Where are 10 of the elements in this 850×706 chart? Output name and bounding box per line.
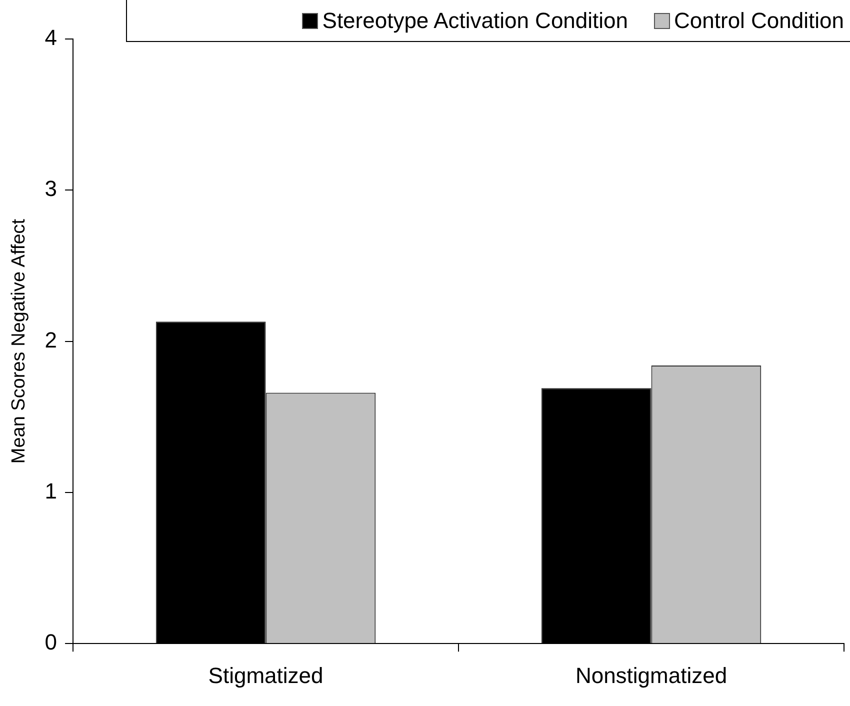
y-tick-label: 1 [44, 478, 58, 504]
x-tick-label: Stigmatized [208, 662, 324, 688]
y-tick-label: 0 [44, 630, 58, 655]
y-tick-label: 4 [44, 25, 58, 50]
legend-label: Stereotype Activation Condition [322, 8, 628, 34]
y-tick-label: 3 [44, 176, 58, 202]
y-axis-title: Mean Scores Negative Affect [8, 218, 30, 464]
y-tick-label: 2 [44, 327, 58, 352]
x-tick-label: Nonstigmatized [575, 662, 728, 688]
legend-label: Control Condition [674, 8, 844, 34]
